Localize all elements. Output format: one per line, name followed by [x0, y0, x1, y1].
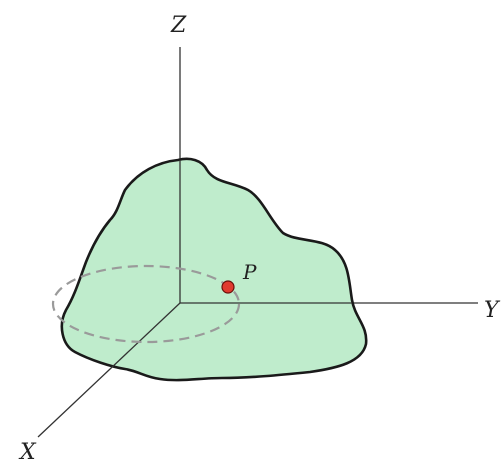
x-axis-label: X [18, 440, 37, 465]
orbit-dashed-ellipse [51, 264, 241, 344]
x-axis [37, 302, 181, 438]
y-axis-label: Y [484, 298, 501, 323]
rigid-body [60, 157, 368, 382]
z-axis-label: Z [170, 13, 187, 38]
point-p-label: P [242, 260, 257, 284]
point-p-marker [221, 280, 235, 294]
